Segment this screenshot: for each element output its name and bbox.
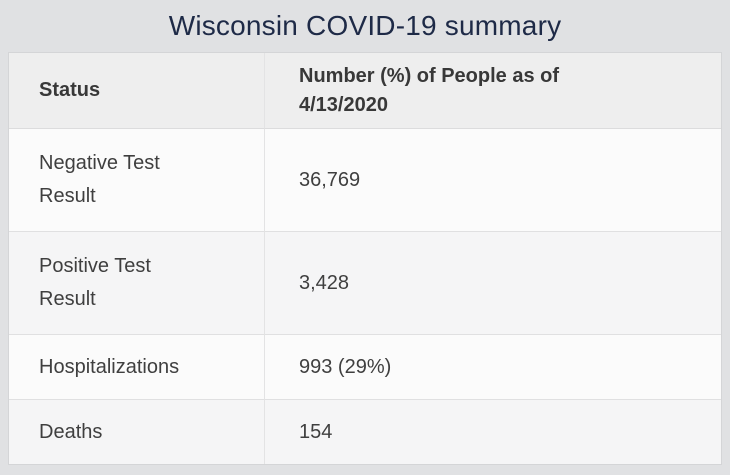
page-title: Wisconsin COVID-19 summary <box>0 0 730 52</box>
value-cell-hospitalizations: 993 (29%) <box>264 334 721 399</box>
value-label: 3,428 <box>299 271 350 294</box>
number-column-header: Number (%) of People as of 4/13/2020 <box>264 53 721 128</box>
status-label: Deaths <box>39 420 103 443</box>
page-title-text: Wisconsin COVID-19 summary <box>168 10 562 41</box>
summary-table: Status Number (%) of People as of 4/13/2… <box>8 52 722 465</box>
number-column-header-label: Number (%) of People as of 4/13/2020 <box>299 64 560 116</box>
value-cell-positive-test-result: 3,428 <box>264 231 721 334</box>
status-cell-positive-test-result: Positive Test Result <box>9 231 264 334</box>
status-cell-deaths: Deaths <box>9 399 264 464</box>
status-cell-hospitalizations: Hospitalizations <box>9 334 264 399</box>
value-label: 154 <box>299 420 333 443</box>
value-label: 36,769 <box>299 168 361 191</box>
value-cell-negative-test-result: 36,769 <box>264 128 721 231</box>
status-label: Hospitalizations <box>39 355 180 378</box>
value-cell-deaths: 154 <box>264 399 721 464</box>
status-column-header: Status <box>9 53 264 128</box>
value-label: 993 (29%) <box>299 355 392 378</box>
status-cell-negative-test-result: Negative Test Result <box>9 128 264 231</box>
status-label: Negative Test Result <box>39 152 160 207</box>
status-column-header-label: Status <box>39 79 101 101</box>
status-label: Positive Test Result <box>39 255 151 310</box>
